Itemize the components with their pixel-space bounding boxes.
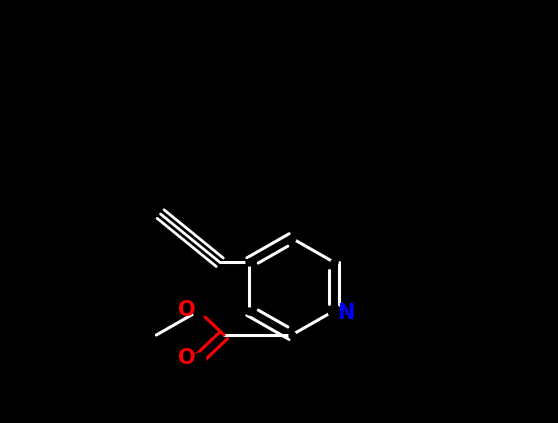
Text: O: O	[178, 348, 196, 368]
Text: O: O	[178, 300, 196, 320]
Text: N: N	[337, 303, 354, 323]
